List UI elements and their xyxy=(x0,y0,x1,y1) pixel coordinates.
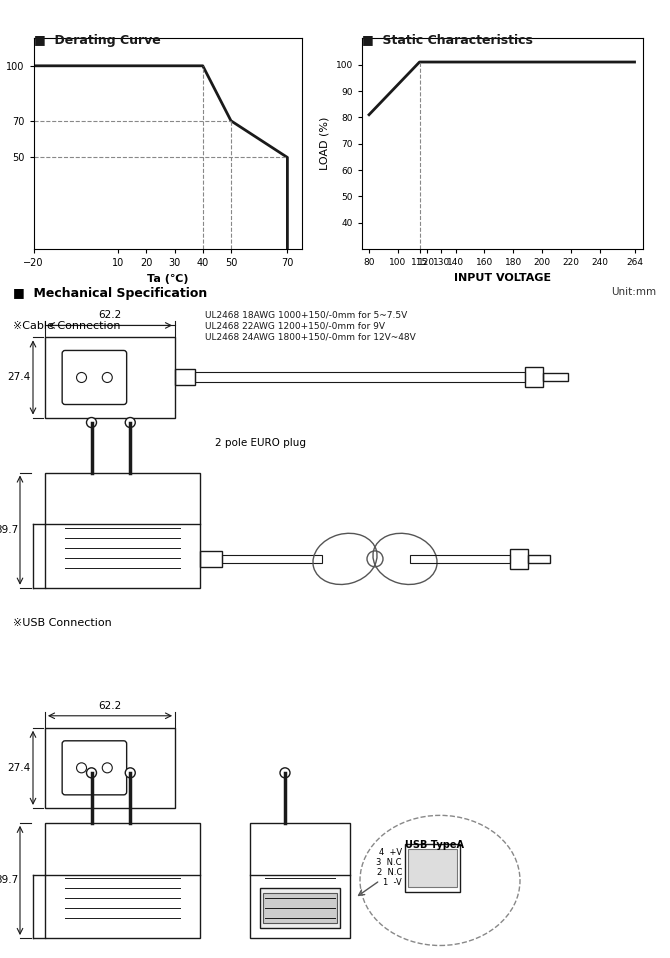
Text: 2  N.C: 2 N.C xyxy=(377,868,402,877)
Text: USB TypeA: USB TypeA xyxy=(405,840,464,851)
Bar xyxy=(175,370,195,385)
Text: 39.7: 39.7 xyxy=(0,525,18,536)
Text: 62.2: 62.2 xyxy=(98,310,122,320)
Bar xyxy=(528,555,550,563)
Bar xyxy=(543,374,568,381)
Bar xyxy=(200,551,222,567)
Bar xyxy=(260,888,340,928)
Bar xyxy=(195,373,525,382)
Bar xyxy=(250,823,350,938)
Text: 2 pole EURO plug: 2 pole EURO plug xyxy=(215,438,306,447)
Text: UL2468 18AWG 1000+150/-0mm for 5~7.5V: UL2468 18AWG 1000+150/-0mm for 5~7.5V xyxy=(205,310,407,319)
Text: 62.2: 62.2 xyxy=(98,701,122,711)
Text: ■  Static Characteristics: ■ Static Characteristics xyxy=(362,34,533,47)
Bar xyxy=(222,555,322,563)
X-axis label: Ta (℃): Ta (℃) xyxy=(147,274,188,284)
Text: 1  -V: 1 -V xyxy=(383,878,402,887)
Bar xyxy=(45,337,175,418)
Circle shape xyxy=(125,767,135,778)
Text: 39.7: 39.7 xyxy=(0,876,18,885)
Text: UL2468 24AWG 1800+150/-0mm for 12V~48V: UL2468 24AWG 1800+150/-0mm for 12V~48V xyxy=(205,332,416,341)
Text: 3  N.C: 3 N.C xyxy=(377,858,402,867)
Bar xyxy=(525,368,543,387)
Circle shape xyxy=(86,767,96,778)
Text: 27.4: 27.4 xyxy=(8,763,31,773)
Text: ※Cable Connection: ※Cable Connection xyxy=(13,321,121,331)
Text: 4  +V: 4 +V xyxy=(379,848,402,856)
Bar xyxy=(405,844,460,893)
Text: UL2468 22AWG 1200+150/-0mm for 9V: UL2468 22AWG 1200+150/-0mm for 9V xyxy=(205,322,385,331)
Bar xyxy=(45,472,200,587)
Bar xyxy=(263,893,337,923)
Text: ■  Mechanical Specification: ■ Mechanical Specification xyxy=(13,287,208,301)
X-axis label: INPUT VOLTAGE: INPUT VOLTAGE xyxy=(454,273,551,283)
Bar xyxy=(510,549,528,569)
Text: 27.4: 27.4 xyxy=(8,373,31,382)
Bar xyxy=(45,823,200,938)
Text: Unit:mm: Unit:mm xyxy=(612,287,657,297)
Bar xyxy=(45,728,175,808)
Circle shape xyxy=(125,418,135,427)
Text: ■  Derating Curve: ■ Derating Curve xyxy=(34,34,160,47)
Text: ※USB Connection: ※USB Connection xyxy=(13,618,112,627)
Circle shape xyxy=(280,767,290,778)
Bar xyxy=(408,850,457,887)
Circle shape xyxy=(86,418,96,427)
Y-axis label: LOAD (%): LOAD (%) xyxy=(320,117,330,171)
Bar xyxy=(410,555,510,563)
